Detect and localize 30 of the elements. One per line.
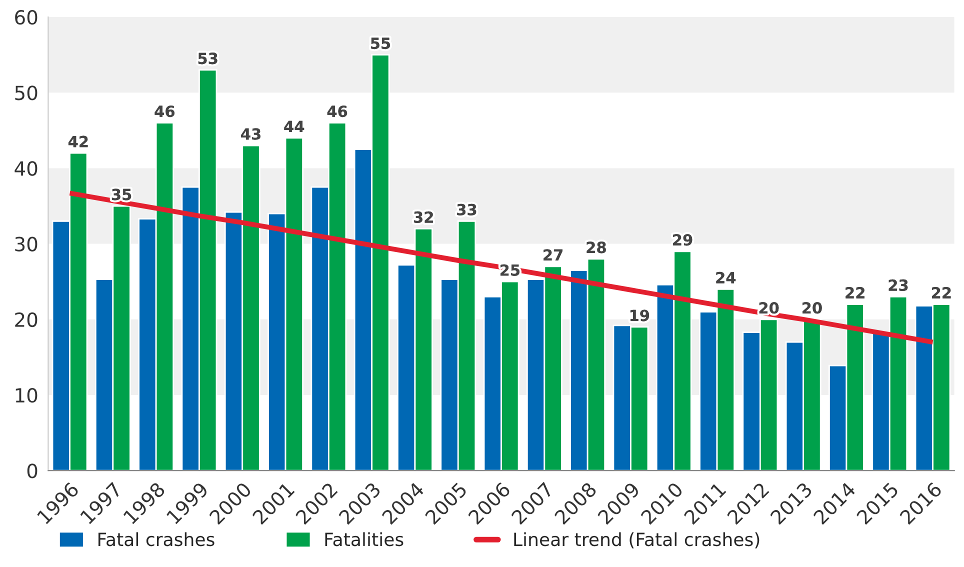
data-label: 22 <box>932 286 951 298</box>
y-tick-label: 40 <box>14 161 38 176</box>
data-label: 32 <box>414 211 433 223</box>
y-tick-label: 30 <box>15 236 38 252</box>
data-label: 46 <box>327 106 348 118</box>
data-label: 29 <box>673 234 692 246</box>
legend-label: Fatalities <box>325 532 404 546</box>
y-tick-label: 0 <box>27 464 38 478</box>
y-tick-label: 10 <box>16 388 38 403</box>
legend-label: Fatal crashes <box>98 532 214 546</box>
data-label: 44 <box>284 120 304 132</box>
legend-label: Linear trend (Fatal crashes) <box>514 532 760 548</box>
data-label: 19 <box>630 310 650 322</box>
data-label: 28 <box>586 242 606 254</box>
y-tick-label: 60 <box>15 10 38 25</box>
data-label: 33 <box>457 204 476 216</box>
data-label: 20 <box>802 302 822 314</box>
y-tick-label: 50 <box>15 86 38 100</box>
data-label: 42 <box>68 136 88 148</box>
data-label: 53 <box>198 52 218 64</box>
data-label: 23 <box>888 279 908 291</box>
data-label: 35 <box>112 188 132 200</box>
data-label: 43 <box>241 128 260 140</box>
data-label: 22 <box>846 286 864 298</box>
data-label: 24 <box>716 272 736 284</box>
data-label: 46 <box>154 106 175 118</box>
data-label: 27 <box>544 249 562 261</box>
data-label: 55 <box>371 38 390 50</box>
y-tick-label: 20 <box>15 312 38 328</box>
data-label: 20 <box>759 302 779 314</box>
